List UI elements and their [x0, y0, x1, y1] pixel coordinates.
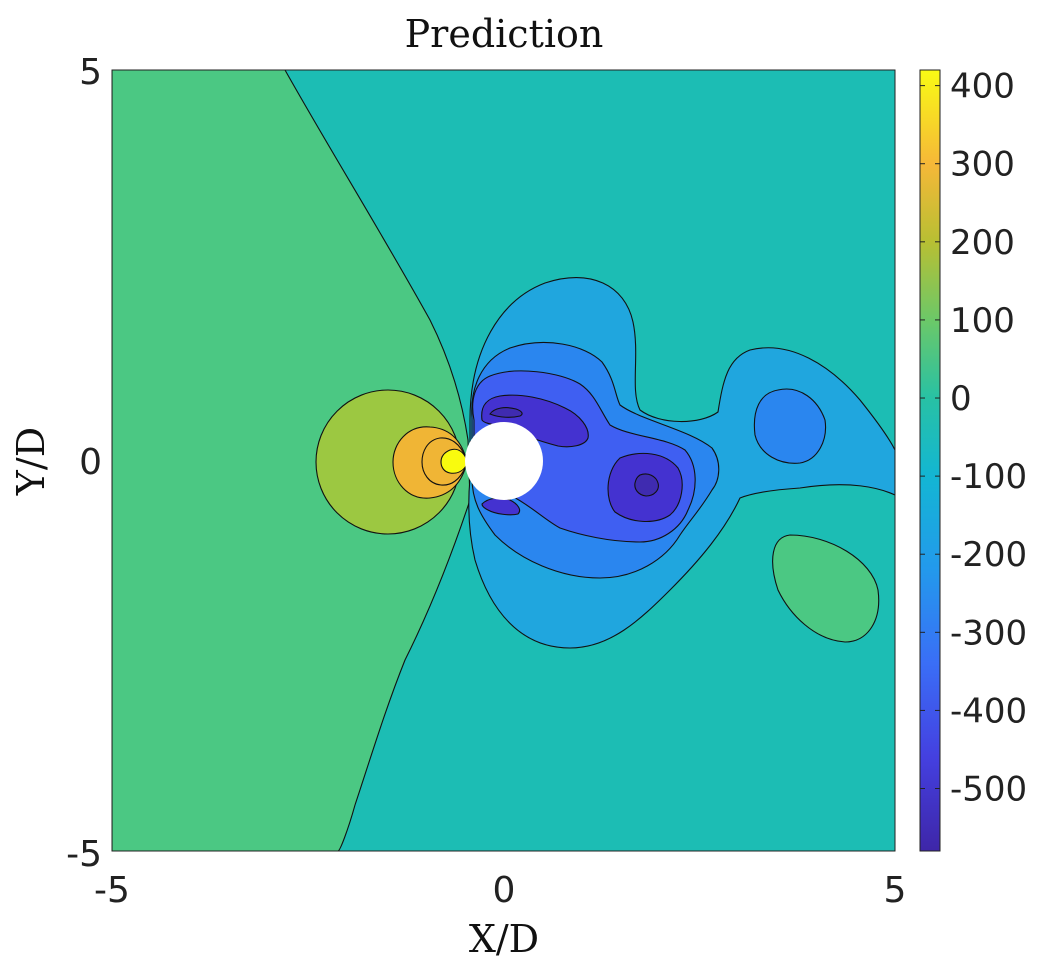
cylinder-body: [465, 422, 543, 500]
colorbar-tick-label: -300: [950, 613, 1027, 653]
colorbar: 400 300 200 100 0 -100 -200 -300 -400 -500: [919, 67, 1027, 852]
colorbar-tick-label: 0: [950, 379, 972, 419]
y-axis: 5 0 -5 Y/D: [9, 52, 102, 875]
x-tick-label: -5: [94, 870, 130, 911]
colorbar-bar: [919, 69, 941, 852]
level-region-yellow: [440, 448, 467, 474]
x-axis: -5 0 5 X/D: [94, 870, 906, 961]
y-axis-label: Y/D: [9, 427, 53, 496]
x-axis-label: X/D: [469, 917, 539, 961]
contour-field: [112, 70, 895, 851]
y-tick-label: 0: [79, 442, 102, 483]
level-region-deep-violet-upper: [489, 407, 523, 418]
colorbar-tick-label: 200: [950, 223, 1015, 263]
colorbar-tick-label: 400: [950, 67, 1015, 107]
level-region-deep-violet-wake: [634, 473, 659, 497]
y-tick-label: 5: [79, 52, 102, 93]
x-tick-label: 0: [493, 870, 516, 911]
y-tick-label: -5: [66, 834, 102, 875]
x-tick-label: 5: [884, 870, 907, 911]
level-region-green: [112, 70, 471, 851]
colorbar-tick-label: 300: [950, 145, 1015, 185]
colorbar-tick-label: -400: [950, 691, 1027, 731]
plot-frame: [111, 69, 896, 852]
chart-title: Prediction: [405, 12, 604, 56]
colorbar-tick-label: -100: [950, 457, 1027, 497]
colorbar-tick-label: -500: [950, 770, 1027, 810]
colorbar-ticks: 400 300 200 100 0 -100 -200 -300 -400 -500: [920, 67, 1027, 810]
colorbar-tick-label: -200: [950, 535, 1027, 575]
level-region-green-lower-wake: [772, 534, 880, 643]
colorbar-tick-label: 100: [950, 301, 1015, 341]
level-region-mid-blue-wake: [753, 388, 827, 464]
